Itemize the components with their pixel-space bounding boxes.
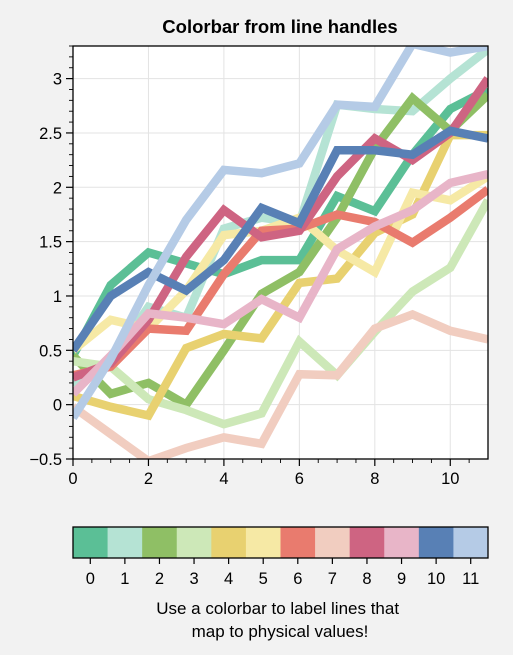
y-tick-label-0: −0.5 [29, 451, 62, 469]
series-line-7 [73, 309, 488, 459]
colorbar-tick-label-5: 5 [259, 570, 268, 588]
colorbar-swatch-11 [453, 527, 489, 558]
x-tick-label-1: 2 [144, 470, 153, 488]
colorbar-tick-label-9: 9 [397, 570, 406, 588]
series-line-6 [73, 186, 488, 380]
y-tick-label-3: 1 [53, 288, 62, 306]
y-tick-label-1: 0 [53, 397, 62, 415]
colorbar-tick-label-7: 7 [328, 570, 337, 588]
y-tick-label-5: 2 [53, 179, 62, 197]
y-tick-label-7: 3 [53, 71, 62, 89]
x-tick-label-5: 10 [441, 470, 459, 488]
y-tick-label-4: 1.5 [39, 234, 62, 252]
colorbar-tick-label-2: 2 [155, 570, 164, 588]
colorbar-tick-label-8: 8 [362, 570, 371, 588]
x-axis: 0 2 4 6 8 10 [68, 459, 470, 488]
colorbar-tick-label-10: 10 [427, 570, 445, 588]
x-tick-label-3: 6 [295, 470, 304, 488]
series-line-9 [73, 170, 488, 397]
x-tick-label-0: 0 [68, 470, 77, 488]
series-line-3 [73, 198, 488, 429]
colorbar-tick-label-4: 4 [224, 570, 233, 588]
colorbar-swatch-4 [211, 527, 247, 558]
colorbar-swatch-9 [384, 527, 420, 558]
colorbar-swatch-10 [418, 527, 454, 558]
colorbar-frame [72, 526, 489, 559]
colorbar-swatch-7 [315, 527, 351, 558]
series-lines [73, 46, 488, 459]
colorbar-tick-label-6: 6 [293, 570, 302, 588]
colorbar-tick-label-0: 0 [86, 570, 95, 588]
colorbar: 0 1 2 3 4 5 6 7 8 9 10 11 [72, 526, 489, 588]
colorbar-tick-label-1: 1 [120, 570, 129, 588]
series-line-2 [73, 91, 488, 411]
colorbar-tick-label-3: 3 [189, 570, 198, 588]
colorbar-swatch-2 [142, 527, 178, 558]
colorbar-swatch-6 [280, 527, 316, 558]
colorbar-swatch-8 [349, 527, 385, 558]
y-tick-label-2: 0.5 [39, 342, 62, 360]
y-tick-label-6: 2.5 [39, 125, 62, 143]
x-tick-label-2: 4 [219, 470, 228, 488]
y-axis: −0.5 0 0.5 1 1.5 2 2.5 3 [29, 45, 73, 469]
series-line-11 [73, 46, 488, 420]
x-tick-label-4: 8 [370, 470, 379, 488]
colorbar-swatch-3 [176, 527, 212, 558]
colorbar-label: Use a colorbar to label lines that map t… [156, 599, 404, 641]
chart-title: Colorbar from line handles [162, 16, 397, 37]
plot-clip [73, 46, 488, 459]
colorbar-swatch-5 [245, 527, 281, 558]
colorbar-label-line-1: Use a colorbar to label lines that [156, 599, 399, 618]
series-line-10 [73, 126, 488, 353]
colorbar-label-line-2: map to physical values! [192, 622, 369, 641]
colorbar-tick-label-11: 11 [462, 570, 479, 588]
colorbar-swatch-0 [73, 527, 108, 558]
colorbar-swatch-1 [107, 527, 143, 558]
